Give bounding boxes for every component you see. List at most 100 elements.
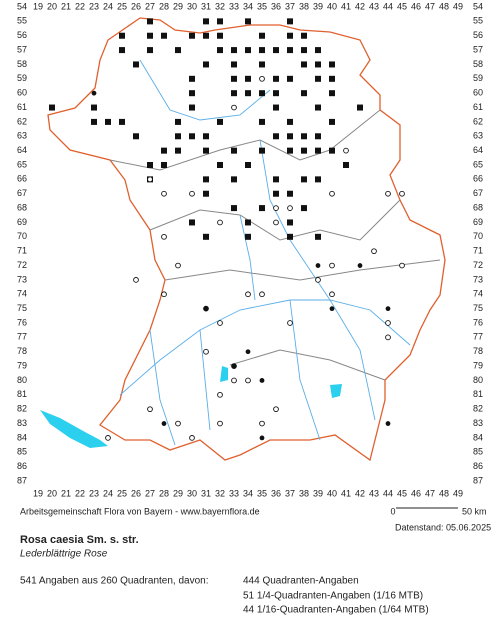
quadrant-square (273, 190, 279, 197)
y-label-left: 71 (17, 246, 27, 256)
quadrant-square (245, 18, 251, 25)
y-label-right: 84 (473, 432, 483, 442)
quadrant-square (203, 32, 209, 39)
x-label-top: 35 (257, 1, 267, 11)
quadrant-square (161, 32, 167, 39)
x-label-bottom: 46 (411, 488, 421, 498)
y-label-left: 87 (17, 475, 27, 485)
quadrant-square (133, 133, 139, 140)
y-label-left: 75 (17, 303, 27, 313)
y-label-left: 65 (17, 159, 27, 169)
quadrant-square (203, 233, 209, 240)
x-label-bottom: 25 (117, 488, 127, 498)
x-label-top: 39 (313, 1, 323, 11)
x-label-top: 33 (229, 1, 239, 11)
quadrant-square (203, 190, 209, 197)
summary-line: 444 Quadranten-Angaben (243, 576, 359, 587)
x-label-top: 29 (173, 1, 183, 11)
y-label-right: 86 (473, 461, 483, 471)
x-label-top: 32 (215, 1, 225, 11)
quadrant-square (245, 75, 251, 82)
quadrant-square (329, 118, 335, 125)
quadrant-square (301, 133, 307, 140)
date: Datenstand: 05.06.2025 (395, 522, 491, 532)
quarter-circle (133, 277, 139, 283)
quadrant-square (231, 176, 237, 183)
x-label-top: 26 (131, 1, 141, 11)
quadrant-square (287, 190, 293, 197)
quadrant-square (203, 133, 209, 140)
quarter-circle (371, 248, 377, 255)
quadrant-square (175, 133, 181, 140)
quadrant-square (259, 118, 265, 125)
quarter-circle (399, 190, 405, 197)
y-label-left: 82 (17, 404, 27, 414)
y-label-right: 63 (473, 131, 483, 141)
sixteenth-dot (231, 363, 237, 369)
quadrant-square (245, 219, 251, 226)
quarter-circle (315, 277, 321, 283)
occurrence-markers (49, 18, 405, 441)
x-label-top: 19 (33, 1, 43, 11)
y-label-left: 66 (17, 174, 27, 184)
quadrant-square (301, 32, 307, 39)
quarter-circle (259, 420, 265, 427)
y-label-left: 55 (17, 16, 27, 26)
quadrant-square (259, 32, 265, 39)
quadrant-square (357, 104, 363, 111)
quadrant-square (287, 219, 293, 226)
sixteenth-dot (343, 162, 349, 168)
quarter-circle (329, 291, 335, 298)
y-label-left: 73 (17, 274, 27, 284)
y-label-left: 81 (17, 389, 27, 399)
quadrant-square (217, 47, 223, 54)
quarter-circle (105, 435, 111, 441)
quadrant-square (119, 118, 125, 125)
quadrant-square (231, 47, 237, 54)
quarter-circle (189, 190, 195, 197)
y-label-left: 54 (17, 1, 27, 11)
y-label-left: 56 (17, 30, 27, 40)
grid: 19 19 20 20 21 21 22 22 23 23 24 24 25 25 26 26 27 27 28 28… (17, 1, 483, 498)
quadrant-square (189, 219, 195, 226)
lake-constance (40, 410, 108, 448)
quadrant-square (175, 47, 181, 54)
y-label-right: 76 (473, 317, 483, 327)
y-label-right: 57 (473, 44, 483, 54)
x-label-top: 41 (341, 1, 351, 11)
x-label-top: 36 (271, 1, 281, 11)
y-label-left: 69 (17, 217, 27, 227)
quadrant-square (315, 176, 321, 183)
quarter-circle (287, 205, 293, 211)
quadrant-square (259, 147, 265, 154)
quadrant-square (189, 104, 195, 111)
y-label-right: 69 (473, 217, 483, 227)
x-label-top: 20 (47, 1, 57, 11)
y-label-left: 77 (17, 332, 27, 342)
quadrant-square (231, 75, 237, 82)
y-label-left: 64 (17, 145, 27, 155)
quadrant-square (203, 147, 209, 154)
quadrant-square (287, 147, 293, 154)
quadrant-square (273, 90, 279, 97)
quadrant-square (315, 104, 321, 111)
quadrant-square (301, 90, 307, 97)
x-label-bottom: 26 (131, 488, 141, 498)
quadrant-square (189, 133, 195, 140)
x-label-bottom: 42 (355, 488, 365, 498)
x-label-bottom: 31 (201, 488, 211, 498)
quadrant-square (217, 18, 223, 25)
quadrant-square (175, 118, 181, 125)
quadrant-square (119, 32, 125, 39)
quarter-circle (385, 334, 391, 341)
x-label-bottom: 22 (75, 488, 85, 498)
quadrant-square (273, 104, 279, 111)
quadrant-square (161, 147, 167, 154)
y-label-left: 63 (17, 131, 27, 141)
quarter-circle (161, 291, 167, 298)
y-label-right: 73 (473, 274, 483, 284)
y-label-right: 65 (473, 159, 483, 169)
quadrant-square (217, 118, 223, 125)
quadrant-square (217, 162, 223, 168)
y-label-right: 80 (473, 375, 483, 385)
